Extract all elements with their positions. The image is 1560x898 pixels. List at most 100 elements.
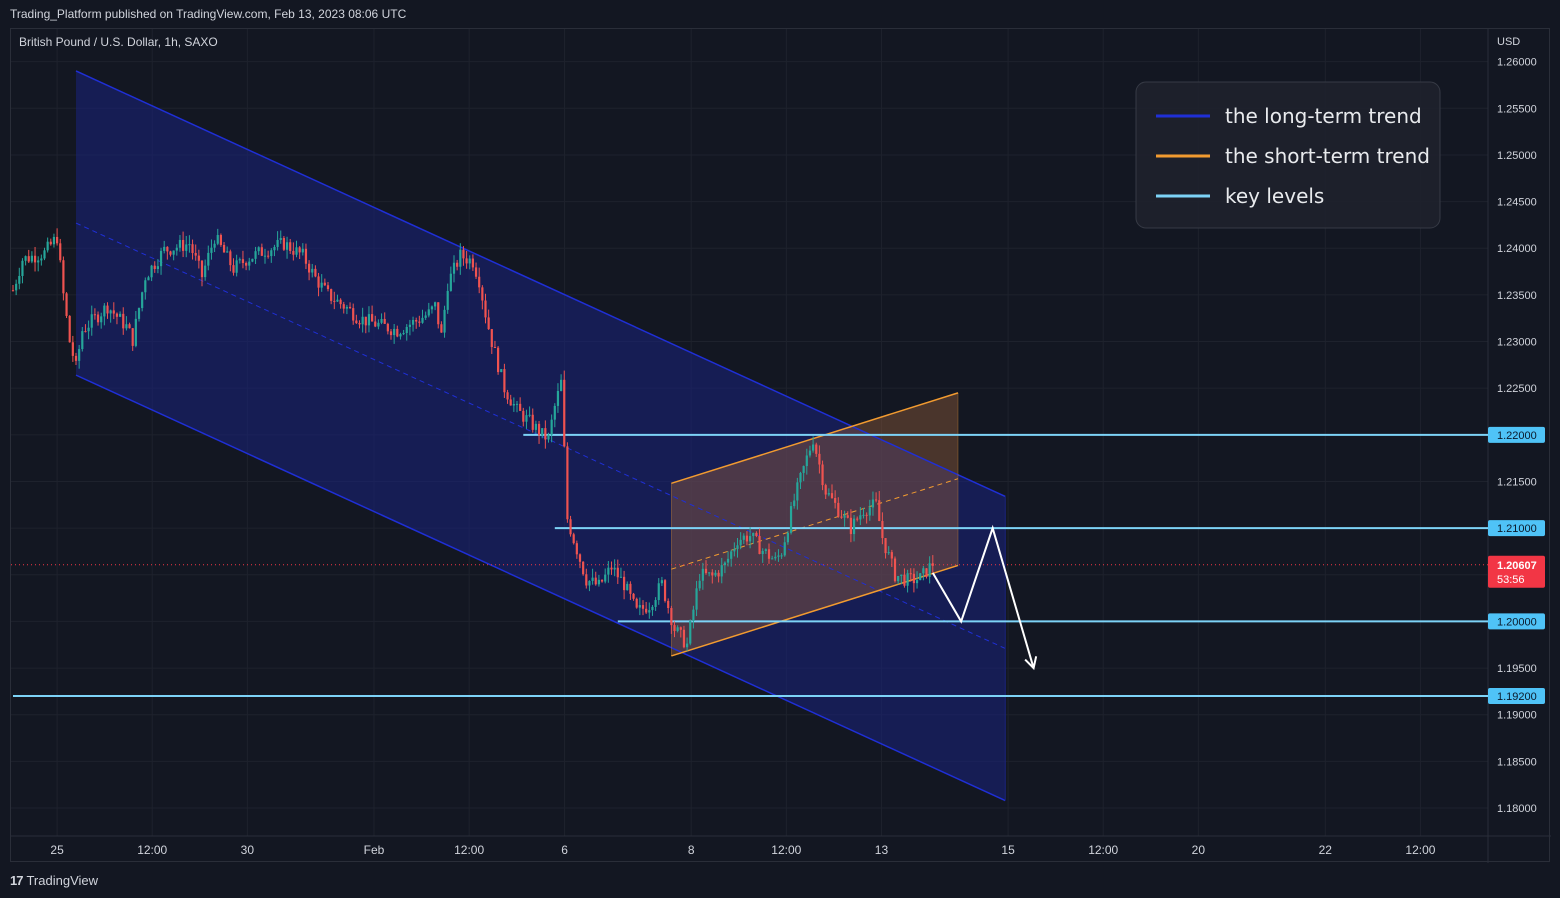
candle-body bbox=[733, 548, 736, 552]
candle-body bbox=[582, 561, 585, 575]
candle-body bbox=[556, 390, 560, 406]
time-axis[interactable]: 25 12:00 30 Feb 12:00 6 8 12:00 13 15 12:00 20 22 12:… bbox=[50, 843, 1435, 857]
candle-body bbox=[553, 405, 556, 420]
candle-body bbox=[774, 556, 777, 559]
candle-body bbox=[134, 318, 137, 346]
candlestick-chart[interactable]: 1.26000 1.25500 1.25000 1.24500 1.24000 1.235… bbox=[11, 29, 1551, 863]
candle-body bbox=[714, 572, 717, 576]
candle-body bbox=[928, 563, 931, 577]
candle-body bbox=[881, 520, 884, 539]
time-tick-label: 22 bbox=[1319, 843, 1333, 857]
candle-body bbox=[676, 627, 679, 632]
candle-body bbox=[698, 580, 701, 589]
candle-body bbox=[361, 316, 364, 325]
candle-body bbox=[626, 583, 629, 591]
candle-body bbox=[563, 379, 566, 447]
candle-body bbox=[418, 321, 421, 323]
candle-body bbox=[100, 316, 103, 323]
candle-body bbox=[619, 576, 623, 578]
candle-body bbox=[257, 247, 260, 252]
candle-body bbox=[519, 403, 522, 411]
legend-label: key levels bbox=[1225, 184, 1324, 208]
candle-body bbox=[24, 256, 27, 261]
candle-body bbox=[818, 453, 821, 465]
candle-body bbox=[339, 299, 342, 305]
candle-body bbox=[843, 515, 846, 518]
candle-body bbox=[922, 568, 925, 574]
candle-body bbox=[232, 265, 235, 273]
time-tick-label: 25 bbox=[50, 843, 64, 857]
key-level-tag bbox=[1488, 688, 1545, 705]
candle-body bbox=[537, 423, 541, 436]
chart-pane[interactable]: 1.26000 1.25500 1.25000 1.24500 1.24000 1.235… bbox=[10, 28, 1551, 863]
candle-body bbox=[93, 314, 96, 316]
candle-body bbox=[780, 555, 783, 557]
candle-body bbox=[15, 283, 18, 291]
candle-body bbox=[764, 549, 767, 551]
short-term-channel-upper bbox=[671, 392, 959, 485]
candle-body bbox=[490, 329, 493, 348]
candle-body bbox=[704, 568, 708, 574]
candle-body bbox=[566, 446, 569, 520]
long-term-channel-upper bbox=[75, 70, 1006, 498]
candle-body bbox=[884, 538, 887, 554]
time-tick-label: 13 bbox=[875, 843, 889, 857]
candle-body bbox=[336, 299, 339, 302]
candle-body bbox=[560, 379, 563, 391]
candle-body bbox=[200, 260, 204, 278]
candle-body bbox=[326, 285, 330, 290]
candle-body bbox=[112, 310, 115, 314]
key-level-tag bbox=[1488, 613, 1545, 630]
candle-body bbox=[903, 574, 906, 586]
price-tick-label: 1.23500 bbox=[1497, 290, 1537, 302]
candle-body bbox=[144, 280, 147, 293]
candle-body bbox=[827, 493, 830, 495]
candle-body bbox=[78, 349, 81, 361]
candle-body bbox=[723, 562, 726, 566]
price-tick-label: 1.19000 bbox=[1497, 710, 1537, 722]
candle-body bbox=[166, 246, 169, 252]
candle-body bbox=[742, 535, 745, 540]
candle-body bbox=[30, 255, 33, 262]
tradingview-footer[interactable]: 17 TradingView bbox=[10, 870, 98, 890]
candle-body bbox=[856, 518, 859, 520]
candle-body bbox=[103, 305, 106, 317]
price-tick-label: 1.24000 bbox=[1497, 243, 1537, 255]
price-tick-label: 1.19500 bbox=[1497, 663, 1537, 675]
price-tick-label: 1.22500 bbox=[1497, 383, 1537, 395]
candle-body bbox=[37, 260, 40, 263]
candle-body bbox=[399, 334, 402, 337]
projection-path bbox=[931, 524, 1038, 671]
candle-body bbox=[59, 243, 62, 261]
time-tick-label: 8 bbox=[688, 843, 695, 857]
price-axis[interactable]: 1.26000 1.25500 1.25000 1.24500 1.24000 1.235… bbox=[1488, 57, 1545, 815]
candle-body bbox=[125, 324, 128, 329]
candle-body bbox=[276, 239, 279, 247]
candle-body bbox=[645, 608, 648, 613]
candle-body bbox=[389, 331, 393, 336]
candle-body bbox=[222, 244, 226, 253]
candle-body bbox=[345, 306, 348, 309]
candle-body bbox=[834, 497, 837, 503]
candle-body bbox=[71, 342, 74, 356]
candle-body bbox=[632, 593, 635, 599]
candle-body bbox=[585, 574, 588, 586]
candle-body bbox=[808, 450, 812, 456]
candle-body bbox=[440, 324, 443, 333]
candle-body bbox=[846, 515, 849, 518]
candle-body bbox=[610, 567, 613, 570]
candle-body bbox=[358, 323, 361, 325]
candle-body bbox=[90, 314, 93, 328]
candle-body bbox=[235, 260, 238, 273]
candle-body bbox=[497, 347, 500, 373]
key-level-tag-label: 1.20000 bbox=[1497, 616, 1537, 628]
candle-body bbox=[411, 320, 415, 325]
candle-body bbox=[317, 276, 320, 288]
candle-body bbox=[273, 246, 276, 251]
candle-body bbox=[821, 464, 824, 486]
candle-body bbox=[931, 563, 934, 566]
candle-body bbox=[213, 243, 216, 248]
candle-body bbox=[11, 290, 15, 292]
candle-body bbox=[616, 567, 619, 578]
candle-body bbox=[342, 304, 345, 309]
